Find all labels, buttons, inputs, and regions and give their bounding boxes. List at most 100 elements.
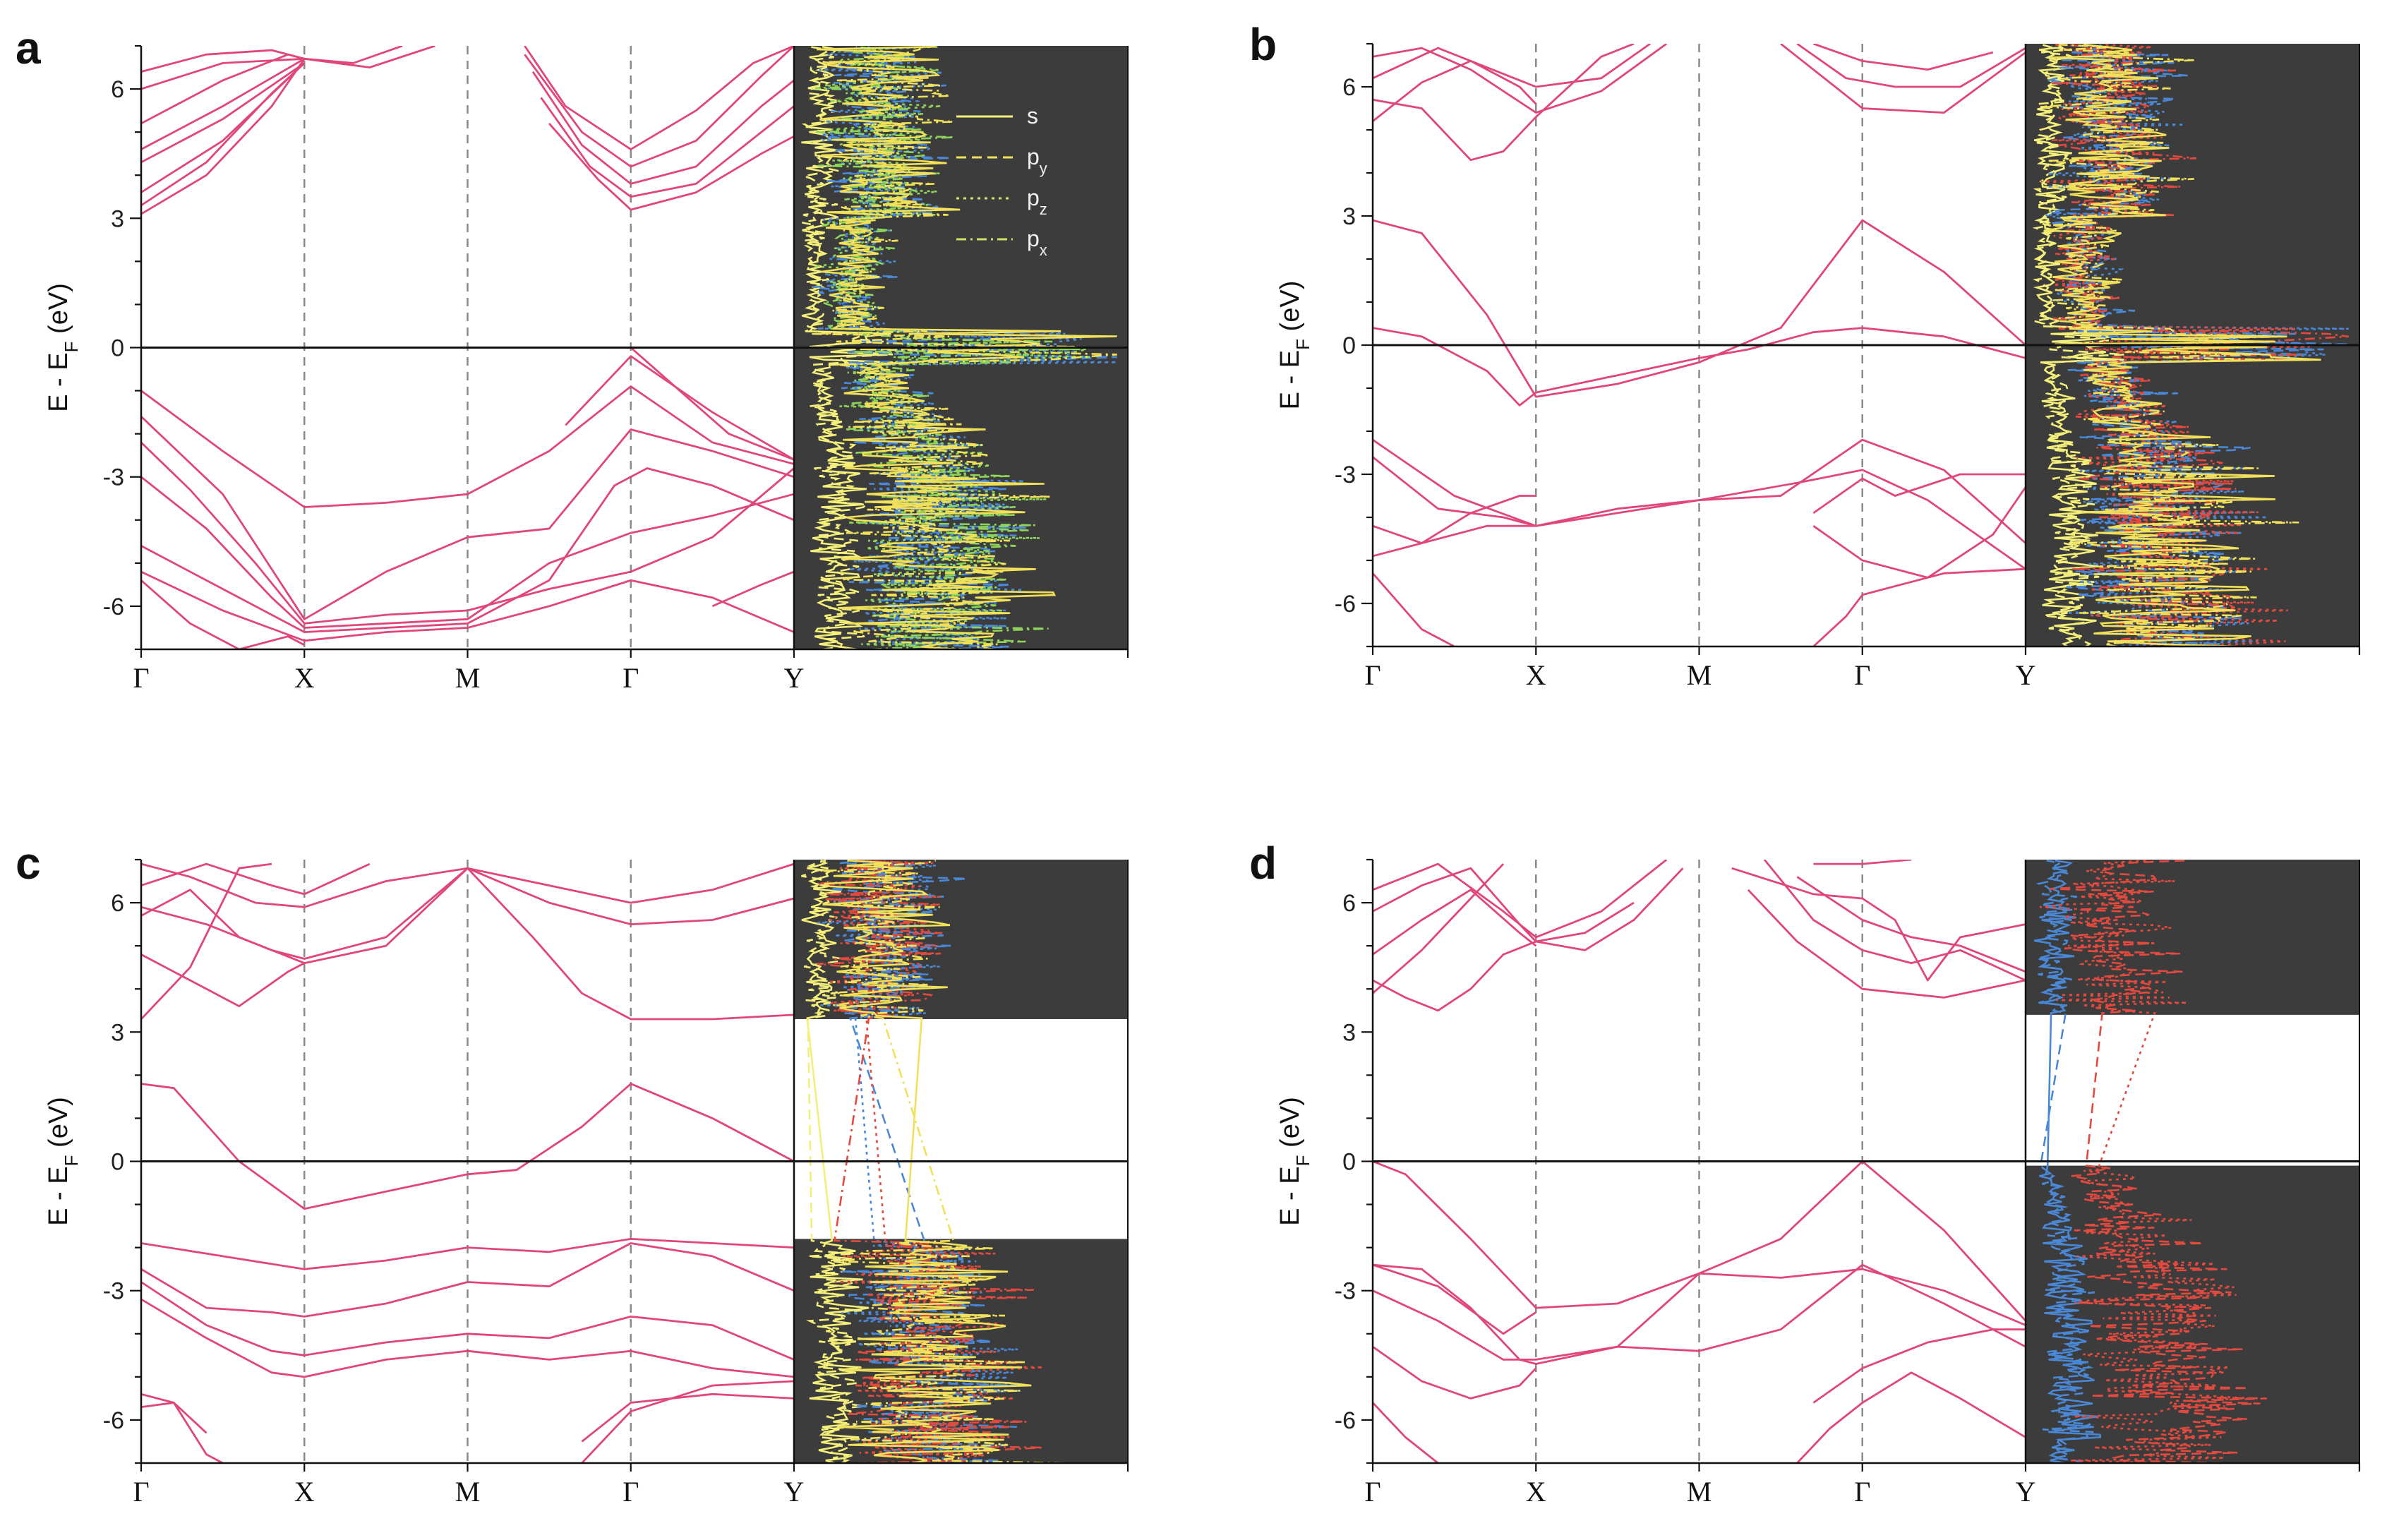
y-axis-label-main: E - E	[1275, 1166, 1305, 1225]
band-line	[1763, 860, 2026, 982]
band-line	[141, 416, 794, 620]
y-axis-label: E - EF (eV)	[1275, 1097, 1313, 1226]
y-tick-label: -6	[1335, 1407, 1356, 1434]
y-tick-label: 0	[1342, 332, 1356, 359]
band-line	[141, 62, 306, 164]
kpoint-label-X: X	[294, 662, 315, 694]
band-line	[141, 62, 306, 207]
band-line	[1373, 863, 1505, 994]
dos-gap-region	[2026, 1014, 2359, 1166]
band-line	[531, 71, 794, 185]
band-line	[141, 1238, 794, 1270]
band-line	[141, 579, 305, 649]
kpoint-label-M: M	[1687, 1476, 1712, 1508]
dos-curve-green	[813, 45, 1091, 651]
band-line	[141, 1392, 224, 1463]
band-line	[141, 867, 469, 964]
band-line	[1373, 1268, 2026, 1361]
kpoint-label-Y: Y	[784, 1476, 805, 1508]
band-line	[1812, 473, 2026, 515]
legend-label-main: p	[1027, 185, 1040, 210]
y-tick-label: -3	[1335, 1278, 1356, 1305]
band-line	[141, 862, 272, 1020]
band-line	[1812, 1328, 2026, 1404]
y-axis-label: E - EF (eV)	[44, 1097, 82, 1226]
band-line	[141, 1083, 794, 1210]
band-line	[1373, 901, 1635, 1012]
y-tick-label: 3	[1342, 1019, 1356, 1046]
band-line	[630, 347, 794, 461]
y-axis-label: E - EF (eV)	[44, 283, 82, 412]
panel-label-d: d	[1249, 838, 1277, 889]
band-line	[141, 385, 794, 508]
y-tick-label: 0	[1342, 1149, 1356, 1176]
band-line	[1812, 567, 2026, 646]
y-axis-label: E - EF (eV)	[1275, 281, 1313, 410]
band-line	[1796, 44, 2026, 88]
band-line	[1731, 867, 2026, 982]
band-line	[141, 1402, 207, 1434]
band-line	[141, 570, 794, 642]
y-tick-label: -6	[103, 594, 124, 620]
dos-curve-py	[2041, 43, 2299, 648]
kpoint-label-Γ: Γ	[133, 1476, 149, 1508]
band-line	[141, 862, 794, 908]
kpoint-label-M: M	[455, 1476, 481, 1508]
kpoint-label-Y: Y	[2016, 1476, 2036, 1508]
band-line	[1747, 889, 2026, 999]
panel-b: b -6 -3 0 3 6 Γ X M Γ Y E - EF (eV)	[1249, 19, 2361, 691]
legend-label-main: p	[1027, 144, 1040, 169]
y-tick-label: 3	[1342, 203, 1356, 230]
bands-group	[1373, 860, 2026, 1463]
band-line	[1373, 1263, 1537, 1335]
band-line	[1373, 495, 1536, 544]
band-line	[141, 862, 371, 896]
kpoint-label-M: M	[1687, 659, 1712, 691]
band-line	[141, 58, 306, 150]
band-line	[1373, 1402, 1439, 1463]
band-line	[1812, 44, 1994, 71]
dos-curve-red	[2040, 859, 2249, 1464]
y-tick-label: 3	[111, 205, 124, 232]
band-line	[1373, 60, 1537, 122]
dos-curve-blue	[817, 859, 1030, 1464]
band-line	[141, 467, 794, 633]
y-axis-label-unit: (eV)	[1275, 1097, 1305, 1155]
legend-label-main: p	[1027, 226, 1040, 251]
kpoint-label-Y: Y	[784, 662, 805, 694]
y-tick-label: 0	[111, 1149, 124, 1176]
band-line	[1796, 1371, 2026, 1463]
y-axis-label-sub: F	[1292, 339, 1313, 350]
band-line	[1373, 44, 1668, 114]
kpoint-label-Γ: Γ	[1854, 1476, 1870, 1508]
kpoint-label-Γ: Γ	[1364, 1476, 1381, 1508]
band-line	[1373, 867, 1684, 951]
y-axis-label-main: E - E	[44, 1166, 73, 1225]
dos-gap-region	[794, 1018, 1128, 1239]
band-line	[540, 97, 794, 198]
y-tick-label: 6	[1342, 74, 1356, 101]
band-line	[524, 46, 794, 150]
kpoint-label-Y: Y	[2016, 659, 2036, 691]
band-line	[141, 1242, 794, 1318]
y-tick-label: 6	[111, 76, 124, 103]
band-line	[524, 46, 794, 168]
bands-group	[141, 862, 794, 1463]
legend-label-main: s	[1027, 103, 1038, 128]
band-line	[1813, 860, 1912, 865]
dos-curve-s	[801, 860, 870, 1464]
band-line	[141, 58, 306, 215]
band-line	[141, 476, 794, 629]
band-line	[711, 570, 794, 608]
legend-label-sub: z	[1040, 200, 1047, 218]
bands-group	[141, 46, 794, 649]
y-axis-label-sub: F	[1292, 1155, 1313, 1167]
panel-label-b: b	[1249, 19, 1277, 70]
kpoint-label-X: X	[1526, 1476, 1546, 1508]
legend-label: py	[1027, 144, 1047, 177]
band-line	[581, 1392, 794, 1443]
kpoint-label-X: X	[1526, 659, 1546, 691]
band-line	[1373, 1345, 1537, 1400]
band-line	[141, 1298, 794, 1378]
